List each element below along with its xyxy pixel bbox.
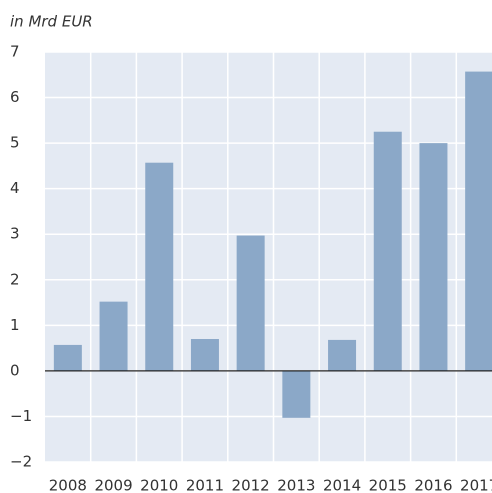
x-tick-label: 2008	[49, 477, 87, 493]
y-tick-label: 4	[10, 179, 20, 197]
bar	[53, 344, 82, 371]
x-tick-label: 2009	[94, 477, 132, 493]
x-tick-label: 2017	[460, 477, 492, 493]
y-tick-label: 1	[10, 316, 20, 334]
bar	[282, 370, 311, 418]
x-tick-label: 2015	[369, 477, 407, 493]
y-tick-label: 6	[10, 88, 20, 106]
bar	[419, 143, 448, 371]
bar	[465, 71, 492, 371]
bar	[373, 131, 402, 371]
y-tick-label: 2	[10, 270, 20, 288]
y-tick-label: 5	[10, 134, 20, 152]
x-tick-label: 2012	[232, 477, 270, 493]
y-tick-label: 7	[10, 43, 20, 61]
x-tick-label: 2014	[323, 477, 361, 493]
y-tick-label: −1	[10, 407, 32, 425]
bar	[328, 339, 357, 371]
x-tick-label: 2016	[414, 477, 452, 493]
y-tick-label: −2	[10, 453, 32, 471]
bar	[190, 339, 219, 371]
bar	[236, 235, 265, 371]
x-tick-label: 2011	[186, 477, 224, 493]
plot-area	[45, 52, 492, 462]
x-tick-label: 2013	[277, 477, 315, 493]
bar	[145, 162, 174, 371]
chart-title: in Mrd EUR	[10, 13, 93, 31]
y-tick-label: 3	[10, 225, 20, 243]
bar	[99, 301, 128, 371]
x-tick-label: 2010	[140, 477, 178, 493]
y-tick-label: 0	[10, 361, 20, 379]
